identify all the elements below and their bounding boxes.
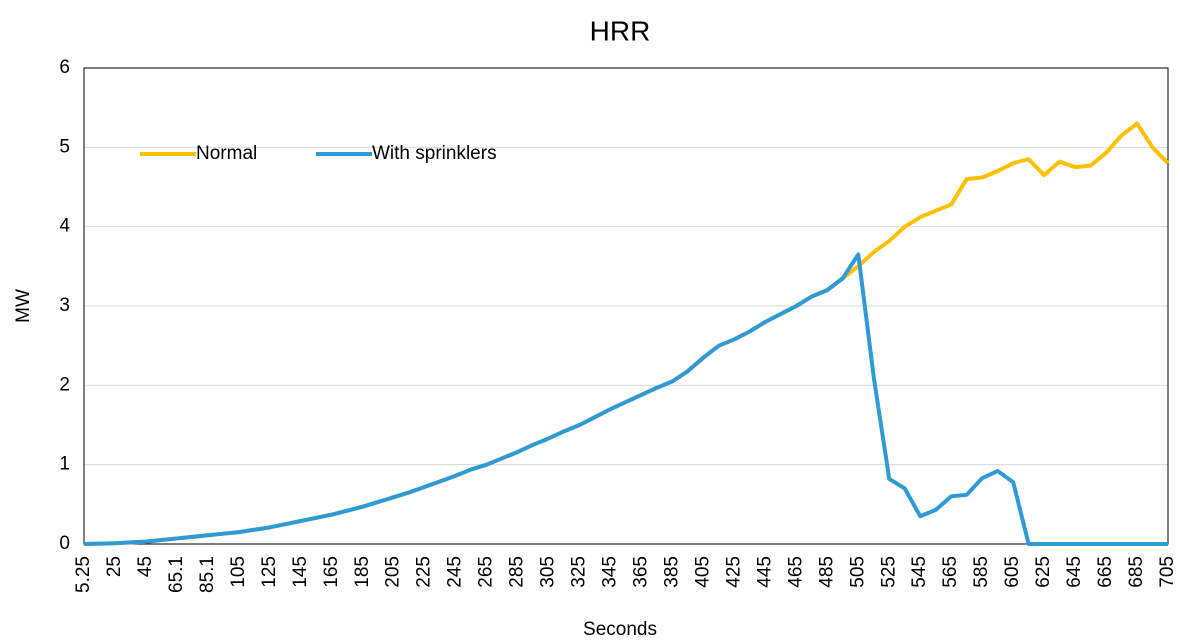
x-tick-label: 285 [507,556,528,588]
x-tick-label: 365 [631,556,652,588]
x-tick-label: 145 [290,556,311,588]
x-tick-label: 345 [600,556,621,588]
y-tick-label: 4 [59,216,70,237]
x-tick-label: 545 [909,556,930,588]
x-tick-label: 685 [1126,556,1147,588]
x-tick-label: 185 [352,556,373,588]
y-tick-label: 5 [59,136,70,157]
x-tick-label: 245 [445,556,466,588]
x-axis-label: Seconds [583,619,657,640]
x-tick-label: 205 [383,556,404,588]
x-tick-label: 25 [104,556,125,577]
x-tick-label: 465 [785,556,806,588]
x-tick-label: 105 [228,556,249,588]
x-tick-label: 85.1 [197,556,218,593]
x-tick-label: 265 [476,556,497,588]
x-tick-label: 405 [692,556,713,588]
y-tick-label: 0 [59,533,70,554]
x-tick-label: 325 [569,556,590,588]
y-tick-label: 6 [59,57,70,78]
x-tick-label: 445 [754,556,775,588]
x-tick-label: 705 [1157,556,1178,588]
x-tick-label: 45 [135,556,156,577]
x-tick-label: 225 [414,556,435,588]
x-tick-label: 625 [1033,556,1054,588]
x-tick-label: 65.1 [166,556,187,593]
x-tick-label: 665 [1095,556,1116,588]
y-tick-label: 1 [59,454,70,475]
x-tick-label: 565 [940,556,961,588]
chart-title: HRR [590,15,651,46]
x-tick-label: 505 [847,556,868,588]
legend-label: With sprinklers [372,143,497,164]
x-tick-label: 485 [816,556,837,588]
x-tick-label: 385 [661,556,682,588]
x-tick-label: 645 [1064,556,1085,588]
x-tick-label: 165 [321,556,342,588]
series-line [83,252,1168,546]
x-tick-label: 605 [1002,556,1023,588]
x-tick-label: 5.25 [73,556,94,593]
x-tick-label: 425 [723,556,744,588]
x-tick-label: 585 [971,556,992,588]
x-tick-label: 125 [259,556,280,588]
y-tick-label: 3 [59,295,70,316]
legend-label: Normal [196,143,257,164]
plot-frame [83,67,1169,545]
series-line [83,121,1170,546]
y-axis-label: MW [13,289,34,323]
y-tick-label: 2 [59,374,70,395]
x-tick-label: 525 [878,556,899,588]
x-tick-label: 305 [538,556,559,588]
